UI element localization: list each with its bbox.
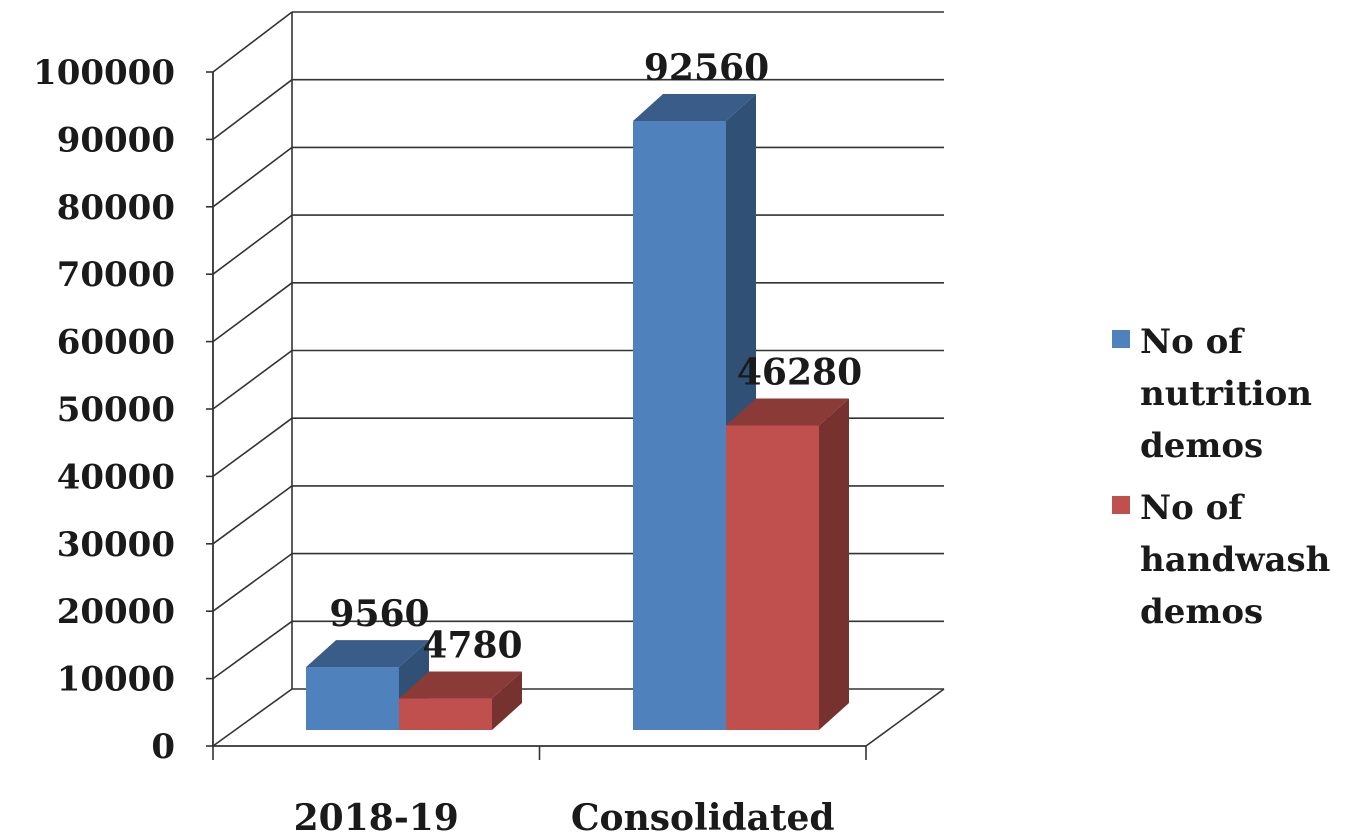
y-tick-label: 90000 <box>57 120 175 160</box>
bar-front <box>306 667 399 730</box>
labels: 0 10000 20000 30000 40000 50000 60000 70000 8000… <box>33 47 862 838</box>
data-label: 46280 <box>737 351 862 393</box>
gridlines <box>212 11 945 747</box>
y-tick-label: 60000 <box>57 323 175 363</box>
y-tick-label: 40000 <box>57 457 175 497</box>
bars <box>306 94 849 730</box>
gridline-depth <box>212 214 293 275</box>
bar-top <box>726 398 849 426</box>
gridline-depth <box>212 620 293 680</box>
gridline-depth <box>212 485 293 545</box>
floor-edge <box>865 688 945 747</box>
bar-side <box>492 671 522 730</box>
bar-top <box>399 671 522 699</box>
bar <box>399 671 522 730</box>
legend-swatch-nutrition <box>1112 330 1130 348</box>
bar-front <box>726 425 819 730</box>
x-tick-label: 2018-19 <box>294 797 459 838</box>
gridline-depth <box>212 688 293 747</box>
y-tick-label: 30000 <box>57 525 175 565</box>
gridline-depth <box>212 417 293 478</box>
gridline-depth <box>212 552 293 612</box>
legend-swatch-handwash <box>1112 496 1130 514</box>
y-tick-label: 80000 <box>57 188 175 228</box>
legend-item-handwash: No of handwash demos <box>1112 482 1348 638</box>
data-label: 9560 <box>329 593 429 635</box>
bar <box>726 398 849 730</box>
y-tick-label: 100000 <box>33 53 175 93</box>
axes <box>206 71 867 760</box>
y-tick-label: 50000 <box>57 390 175 430</box>
legend-label-handwash: No of handwash demos <box>1140 488 1331 632</box>
bar-top <box>633 94 756 121</box>
bar-side <box>819 398 849 730</box>
bar-front <box>399 698 492 730</box>
legend-item-nutrition: No of nutrition demos <box>1112 316 1348 472</box>
gridline-depth <box>212 11 293 73</box>
y-tick-label: 70000 <box>57 255 175 295</box>
data-label: 92560 <box>644 47 769 89</box>
y-tick-label: 0 <box>151 727 175 767</box>
gridline-depth <box>212 349 293 410</box>
gridline-depth <box>212 146 293 208</box>
x-tick-label: Consolidated <box>571 797 835 838</box>
gridline-depth <box>212 282 293 343</box>
legend: No of nutrition demos No of handwash dem… <box>1112 316 1348 648</box>
data-label: 4780 <box>422 625 522 667</box>
bar-top <box>306 640 429 668</box>
y-tick-label: 10000 <box>57 660 175 700</box>
gridline-depth <box>212 79 293 141</box>
legend-label-nutrition: No of nutrition demos <box>1140 322 1312 466</box>
bar-front <box>633 120 726 730</box>
y-tick-label: 20000 <box>57 592 175 632</box>
